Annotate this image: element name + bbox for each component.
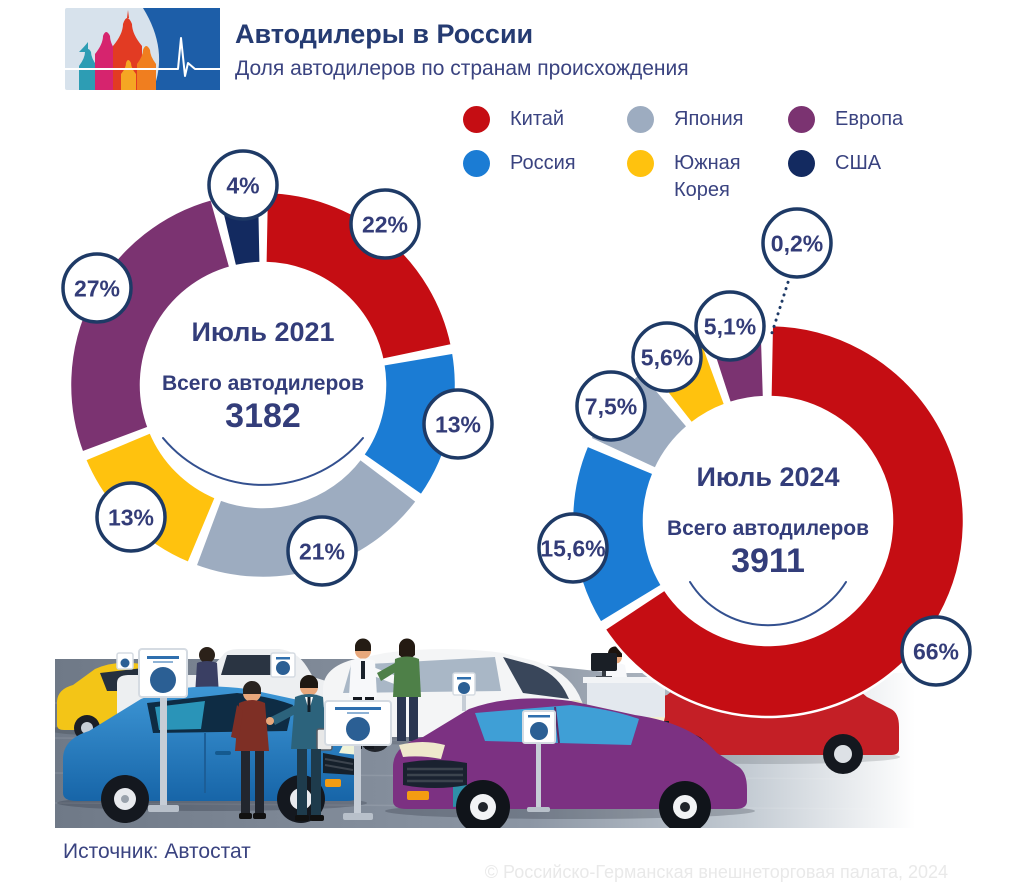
legend-label: Китай xyxy=(510,108,565,130)
donut-hole xyxy=(642,395,894,647)
donut-slice-china xyxy=(264,190,454,362)
price-sign-small-1 xyxy=(116,652,134,670)
legend-swatch-japan-icon xyxy=(627,106,654,133)
donut-slice-japan xyxy=(588,370,689,471)
donut-slice-japan xyxy=(194,457,419,580)
percent-label: 22% xyxy=(362,211,408,237)
person-customer-maroon xyxy=(231,680,269,819)
copyright-note: © Российско-Германская внешнеторговая па… xyxy=(484,862,948,882)
donut-total-label: Всего автодилеров xyxy=(666,517,870,540)
percent-bubble-china xyxy=(349,188,421,260)
center-swoosh xyxy=(162,437,364,486)
price-sign-stand-3 xyxy=(522,710,556,812)
donut-slice-russia xyxy=(361,351,458,497)
person-salesman-suit xyxy=(266,674,333,821)
percent-label: 5,1% xyxy=(704,313,756,339)
donut-total-value: 3182 xyxy=(225,397,301,435)
percent-label: 21% xyxy=(299,538,345,564)
donut-hole xyxy=(139,261,387,509)
percent-bubble-south_korea xyxy=(631,321,703,393)
legend-label: Россия xyxy=(510,152,576,174)
percent-bubble-europe xyxy=(694,290,766,362)
legend-item-china: Китай xyxy=(463,106,627,150)
page-title: Автодилеры в России xyxy=(235,19,534,49)
percent-bubble-japan xyxy=(575,370,647,442)
percent-bubble-russia xyxy=(422,388,494,460)
donut-slice-europe xyxy=(68,197,232,454)
percent-label: 27% xyxy=(74,275,120,301)
percent-label: 13% xyxy=(435,411,481,437)
donut-slice-usa xyxy=(217,190,262,268)
source-note: Источник: Автостат xyxy=(63,840,251,863)
header: Автодилеры в России Доля автодилеров по … xyxy=(235,18,689,82)
reception-desk xyxy=(583,646,669,717)
legend-swatch-europe-icon xyxy=(788,106,815,133)
legend-item-europe: Европа xyxy=(788,106,903,150)
percent-label: 13% xyxy=(108,504,154,530)
percent-label: 15,6% xyxy=(540,535,605,561)
page-subtitle: Доля автодилеров по странам происхождени… xyxy=(235,57,689,80)
price-sign-small-2 xyxy=(270,652,296,678)
percent-label: 0,2% xyxy=(771,230,823,256)
donut-period: Июль 2021 xyxy=(191,317,335,347)
donut-chart-Июль-2021: 22% 13% 21% 13% 27% 4% xyxy=(61,149,494,587)
legend-swatch-usa-icon xyxy=(788,150,815,177)
donut-center-2021: Июль 2021 Всего автодилеров 3182 xyxy=(113,317,413,434)
percent-label: 4% xyxy=(226,172,259,198)
donut-center-2024: Июль 2024 Всего автодилеров 3911 xyxy=(618,462,918,579)
donut-slice-russia xyxy=(570,444,664,625)
legend-item-south-korea: Южная Корея xyxy=(627,150,788,204)
percent-label: 5,6% xyxy=(641,344,693,370)
legend-swatch-china-icon xyxy=(463,106,490,133)
leader-line xyxy=(769,274,792,338)
legend-swatch-russia-icon xyxy=(463,150,490,177)
percent-bubble-russia xyxy=(537,512,609,584)
center-swoosh xyxy=(689,581,847,627)
donut-total-value: 3911 xyxy=(731,542,805,580)
donut-slice-europe xyxy=(706,323,766,405)
chart-legend: Китай Россия Япония Южная Корея Европа С… xyxy=(463,106,903,204)
percent-bubble-europe xyxy=(61,252,133,324)
donut-period: Июль 2024 xyxy=(696,462,840,492)
donut-slice-south_korea xyxy=(83,430,218,565)
legend-item-usa: США xyxy=(788,150,903,204)
price-sign-small-3 xyxy=(452,672,476,711)
percent-bubble-south_korea xyxy=(95,481,167,553)
donut-slice-south_korea xyxy=(645,335,727,425)
legend-swatch-south-korea-icon xyxy=(627,150,654,177)
price-sign-stand-1 xyxy=(138,648,188,812)
legend-label: Южная Корея xyxy=(674,152,741,201)
legend-label: Европа xyxy=(835,108,904,130)
percent-bubble-usa xyxy=(761,207,833,279)
legend-label: Япония xyxy=(674,108,744,130)
percent-label: 66% xyxy=(913,638,959,664)
percent-label: 7,5% xyxy=(585,393,637,419)
dealership-illustration xyxy=(55,638,915,828)
purple-car xyxy=(393,698,747,828)
price-sign-stand-2 xyxy=(324,700,392,820)
ahk-kremlin-pulse-logo xyxy=(65,8,220,90)
legend-label: США xyxy=(835,152,882,174)
donut-total-label: Всего автодилеров xyxy=(161,372,365,395)
percent-bubble-usa xyxy=(207,149,279,221)
person-green-shirt xyxy=(377,638,421,741)
donut-slice-usa xyxy=(764,323,769,399)
legend-item-russia: Россия xyxy=(463,150,627,204)
legend-item-japan: Япония xyxy=(627,106,788,150)
percent-bubble-japan xyxy=(286,515,358,587)
